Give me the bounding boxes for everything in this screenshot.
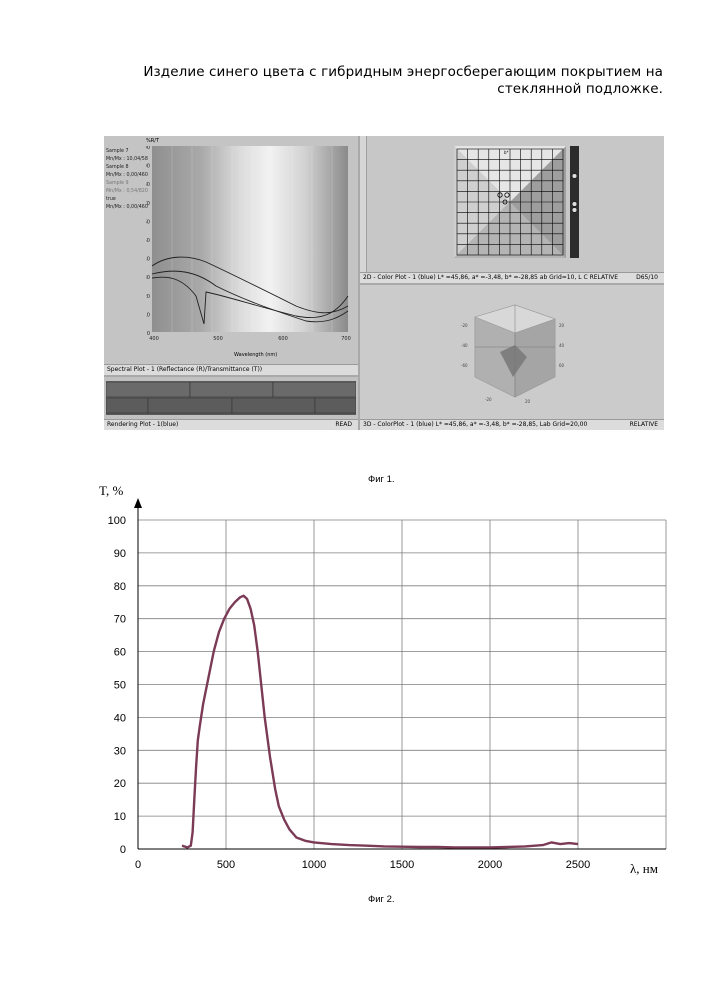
legend-line: Mn/Mx : 0,00/460 bbox=[106, 204, 148, 212]
color-2d-panel: b* 2D - Color Plot - 1 (blue) L* =45,86,… bbox=[360, 136, 664, 283]
y-tick-label: 40 bbox=[114, 712, 126, 724]
spectral-y-ticks: 100 90 80 70 60 50 40 30 20 10 0 bbox=[146, 146, 150, 337]
y-tick-label: 50 bbox=[114, 680, 126, 692]
spectral-status-bar: Spectral Plot - 1 (Reflectance (R)/Trans… bbox=[104, 364, 358, 375]
rendering-status-bar: Rendering Plot - 1(blue) READ bbox=[104, 419, 358, 430]
spectral-x-label: Wavelength (nm) bbox=[234, 352, 277, 358]
legend-line: Mn/Mx : 10,04/58 bbox=[106, 156, 148, 164]
svg-text:-60: -60 bbox=[461, 363, 468, 368]
spectral-y-tick: 80 bbox=[146, 182, 150, 188]
svg-text:-20: -20 bbox=[485, 397, 492, 402]
y-tick-label: 0 bbox=[120, 844, 126, 856]
x-tick-label: 0 bbox=[135, 859, 141, 871]
spectral-x-tick: 500 bbox=[213, 336, 223, 342]
legend-line: Sample 8 bbox=[106, 164, 148, 172]
legend-line: Sample 7 bbox=[106, 148, 148, 156]
spectral-legend: Sample 7 Mn/Mx : 10,04/58 Sample 8 Mn/Mx… bbox=[106, 148, 148, 212]
x-axis-title: λ, нм bbox=[630, 861, 658, 876]
transmittance-series-line bbox=[182, 596, 578, 848]
legend-line: Mn/Mx : 0,54/820 bbox=[106, 188, 148, 196]
chart-axes bbox=[134, 498, 666, 849]
rendering-plot-panel: Rendering Plot - 1(blue) READ bbox=[104, 377, 358, 430]
spectral-y-tick: 40 bbox=[146, 257, 150, 263]
color-2d-status-bar: 2D - Color Plot - 1 (blue) L* =45,86, a*… bbox=[360, 272, 664, 283]
color-3d-status-right: RELATIVE bbox=[630, 420, 658, 430]
x-tick-label: 1000 bbox=[302, 859, 326, 871]
y-tick-label: 80 bbox=[114, 581, 126, 593]
x-tick-labels: 0 500 1000 1500 2000 2500 bbox=[135, 859, 590, 871]
svg-text:-40: -40 bbox=[461, 343, 468, 348]
ab-grid: b* bbox=[454, 146, 584, 258]
spectral-y-tick: 100 bbox=[146, 146, 150, 151]
x-tick-label: 2500 bbox=[566, 859, 590, 871]
spectral-x-ticks: 400 500 600 700 bbox=[149, 336, 351, 342]
spectral-y-tick: 70 bbox=[146, 201, 150, 207]
spectral-y-tick: 10 bbox=[146, 312, 150, 318]
color-3d-status-bar: 3D - ColorPlot - 1 (blue) L* =45,86, a* … bbox=[360, 419, 664, 430]
x-tick-label: 2000 bbox=[478, 859, 502, 871]
b-axis-label: b* bbox=[504, 150, 509, 155]
spectral-x-tick: 400 bbox=[149, 336, 159, 342]
spectral-y-tick: 20 bbox=[146, 294, 150, 300]
legend-line: Mn/Mx : 0,00/460 bbox=[106, 172, 148, 180]
spectral-plot: 100 90 80 70 60 50 40 30 20 10 0 400 500… bbox=[146, 146, 352, 343]
figure-2-caption: Фиг 2. bbox=[368, 894, 395, 905]
color-2d-status-text: 2D - Color Plot - 1 (blue) L* =45,86, a*… bbox=[363, 274, 618, 281]
y-axis-title: T, % bbox=[99, 483, 123, 498]
color-3d-status-text: 3D - ColorPlot - 1 (blue) L* =45,86, a* … bbox=[363, 421, 587, 428]
y-tick-label: 70 bbox=[114, 614, 126, 626]
vertical-scrollbar[interactable] bbox=[360, 136, 367, 283]
y-tick-label: 60 bbox=[114, 647, 126, 659]
spectral-y-tick: 60 bbox=[146, 219, 150, 225]
brick-row bbox=[106, 398, 356, 414]
y-tick-labels: 0 10 20 30 40 50 60 70 80 90 100 bbox=[108, 515, 126, 856]
x-tick-label: 1500 bbox=[390, 859, 414, 871]
svg-text:20: 20 bbox=[559, 323, 565, 328]
lab-cube: -20 -40 -60 20 40 60 -20 20 bbox=[455, 297, 575, 412]
y-tick-label: 100 bbox=[108, 515, 126, 527]
color-2d-status-right: D65/10 bbox=[636, 273, 658, 283]
brick-row bbox=[106, 382, 356, 398]
rendering-status-text: Rendering Plot - 1(blue) bbox=[107, 421, 178, 428]
transmittance-chart: 0 10 20 30 40 50 60 70 80 90 100 0 500 1000 1500 2000 2… bbox=[0, 470, 707, 890]
y-tick-label: 30 bbox=[114, 745, 126, 757]
spectral-status-text: Spectral Plot - 1 (Reflectance (R)/Trans… bbox=[107, 366, 262, 373]
chart-grid bbox=[138, 520, 666, 849]
figure-1-screenshot: Sample 7 Mn/Mx : 10,04/58 Sample 8 Mn/Mx… bbox=[104, 136, 664, 430]
spectral-y-tick: 50 bbox=[146, 238, 150, 244]
spectral-plot-panel: Sample 7 Mn/Mx : 10,04/58 Sample 8 Mn/Mx… bbox=[104, 136, 358, 375]
legend-line: true bbox=[106, 196, 148, 204]
spectral-y-tick: 90 bbox=[146, 164, 150, 170]
color-3d-panel: -20 -40 -60 20 40 60 -20 20 3D - ColorPlot - … bbox=[360, 285, 664, 430]
spectral-x-tick: 600 bbox=[278, 336, 288, 342]
y-tick-label: 10 bbox=[114, 811, 126, 823]
legend-line: Sample 9 bbox=[106, 180, 148, 188]
y-tick-label: 90 bbox=[114, 548, 126, 560]
document-title: Изделие синего цвета с гибридным энергос… bbox=[125, 64, 663, 98]
y-axis-arrow bbox=[134, 498, 142, 508]
rendering-status-right: READ bbox=[335, 420, 352, 430]
rendering-swatch bbox=[106, 381, 356, 415]
y-tick-label: 20 bbox=[114, 778, 126, 790]
spectral-x-tick: 700 bbox=[341, 336, 351, 342]
svg-text:-20: -20 bbox=[461, 323, 468, 328]
svg-text:20: 20 bbox=[525, 399, 531, 404]
svg-text:40: 40 bbox=[559, 343, 565, 348]
spectral-y-title: %R/T bbox=[146, 138, 159, 144]
spectral-background bbox=[152, 146, 348, 332]
x-tick-label: 500 bbox=[217, 859, 235, 871]
svg-text:60: 60 bbox=[559, 363, 565, 368]
spectral-y-tick: 30 bbox=[146, 275, 150, 281]
